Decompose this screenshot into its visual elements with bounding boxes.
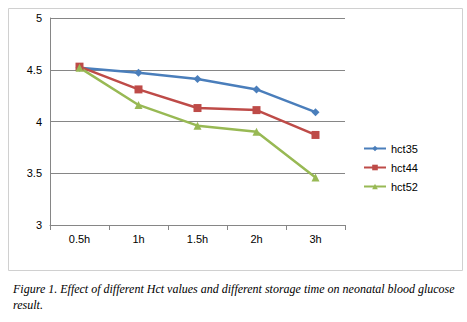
svg-text:3.5: 3.5: [27, 167, 42, 179]
svg-text:4.5: 4.5: [27, 64, 42, 76]
svg-text:1.5h: 1.5h: [187, 233, 208, 245]
svg-text:1h: 1h: [132, 233, 144, 245]
svg-text:Figure 1. Effect of different: Figure 1. Effect of different Hct values…: [12, 282, 458, 296]
svg-text:hct52: hct52: [391, 181, 418, 193]
svg-text:result.: result.: [13, 298, 43, 312]
svg-text:3h: 3h: [309, 233, 321, 245]
svg-text:hct44: hct44: [391, 162, 418, 174]
svg-text:3: 3: [36, 219, 42, 231]
svg-text:hct35: hct35: [391, 143, 418, 155]
svg-text:2h: 2h: [250, 233, 262, 245]
svg-text:0.5h: 0.5h: [69, 233, 90, 245]
svg-text:4: 4: [36, 116, 42, 128]
svg-text:5: 5: [36, 12, 42, 24]
